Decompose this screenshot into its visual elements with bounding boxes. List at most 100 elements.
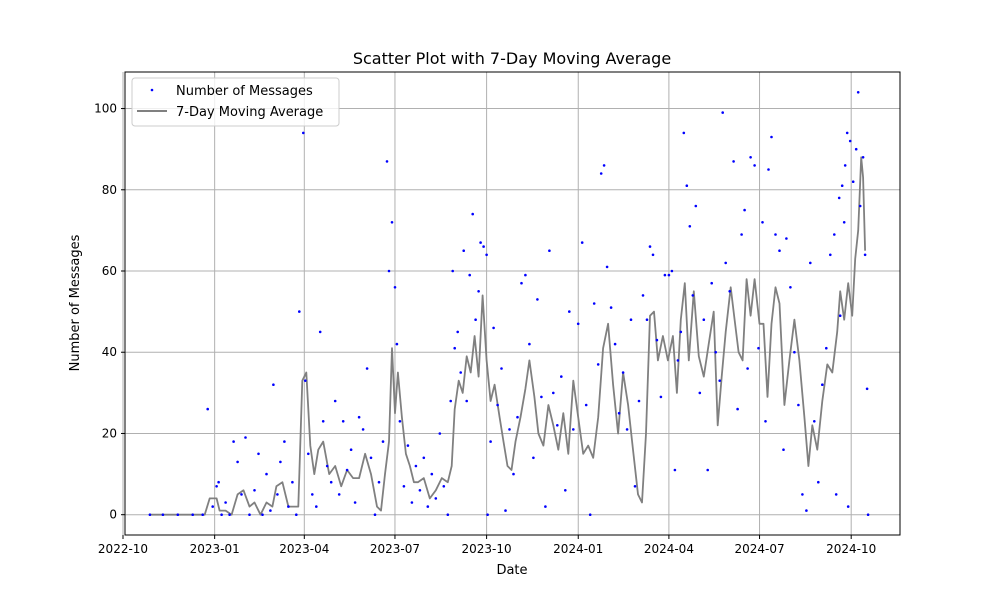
data-point	[426, 505, 430, 508]
data-point	[641, 294, 645, 297]
data-point	[217, 480, 220, 484]
data-point	[789, 286, 792, 289]
data-point	[387, 269, 391, 273]
data-point	[248, 513, 251, 516]
data-point	[276, 493, 279, 496]
data-point	[201, 513, 204, 516]
data-point	[381, 440, 385, 443]
data-point	[496, 403, 499, 407]
data-point	[345, 468, 349, 472]
data-point	[663, 273, 667, 277]
data-point	[736, 407, 739, 411]
data-point	[406, 444, 410, 447]
data-point	[833, 233, 836, 236]
data-point	[648, 245, 652, 248]
data-point	[621, 371, 625, 374]
data-point	[482, 245, 485, 248]
data-point	[605, 265, 609, 269]
data-point	[645, 318, 649, 322]
data-point	[743, 208, 746, 212]
data-point	[866, 513, 870, 516]
data-point	[228, 513, 231, 516]
moving-average-line	[149, 156, 866, 516]
data-point	[240, 493, 243, 496]
data-point	[588, 513, 592, 516]
data-point	[568, 310, 571, 313]
data-point	[446, 513, 450, 516]
data-point	[599, 172, 603, 175]
data-point	[679, 330, 683, 334]
x-tick-label: 2023-01	[190, 542, 240, 556]
data-point	[512, 472, 515, 476]
data-point	[592, 302, 596, 305]
data-point	[774, 233, 777, 236]
data-point	[821, 383, 824, 387]
data-point	[353, 501, 357, 504]
data-point	[724, 261, 727, 265]
data-point	[721, 111, 724, 114]
data-point	[609, 306, 613, 309]
x-tick-label: 2023-07	[370, 542, 420, 556]
data-point	[596, 363, 600, 366]
data-point	[508, 428, 511, 431]
y-axis: 0 20 40 60 80 100	[94, 102, 125, 522]
data-point	[257, 452, 260, 456]
data-point	[528, 342, 531, 346]
data-point	[449, 399, 453, 403]
data-point	[471, 212, 475, 216]
data-point	[438, 432, 442, 435]
data-point	[492, 326, 495, 330]
data-point	[422, 456, 426, 460]
x-tick-label: 2022-10	[98, 542, 148, 556]
data-point	[500, 367, 503, 370]
data-point	[410, 501, 414, 504]
data-point	[532, 456, 535, 460]
data-point	[572, 428, 575, 431]
legend-marker-messages	[150, 88, 154, 92]
data-point	[333, 399, 337, 403]
data-point	[211, 505, 214, 508]
data-point	[764, 420, 767, 423]
data-point	[341, 420, 345, 423]
x-tick-label: 2023-04	[279, 542, 329, 556]
data-point	[453, 346, 457, 350]
data-point	[613, 342, 617, 346]
data-point	[817, 480, 820, 484]
scatter-series	[148, 91, 870, 516]
data-point	[520, 281, 523, 285]
data-point	[706, 468, 709, 472]
data-point	[778, 249, 781, 252]
data-point	[224, 501, 227, 504]
data-point	[845, 131, 849, 135]
data-point	[465, 399, 469, 403]
data-point	[298, 310, 301, 313]
data-point	[474, 318, 477, 322]
data-point	[459, 371, 463, 374]
data-point	[486, 513, 489, 516]
data-point	[148, 513, 152, 516]
plot-frame	[124, 71, 901, 536]
data-point	[813, 420, 816, 423]
data-point	[349, 448, 353, 452]
data-point	[442, 485, 446, 488]
data-point	[851, 180, 855, 183]
legend: Number of Messages 7-Day Moving Average	[131, 77, 340, 127]
data-point	[782, 448, 785, 452]
data-point	[740, 233, 743, 236]
x-tick-label: 2024-10	[826, 542, 876, 556]
y-tick-label: 0	[109, 508, 117, 522]
data-point	[602, 164, 606, 167]
x-axis: 2022-10 2023-01 2023-04 2023-07 2023-10 2024-…	[98, 535, 876, 556]
data-point	[291, 480, 294, 484]
data-point	[236, 460, 239, 464]
data-point	[215, 485, 218, 488]
data-point	[414, 464, 418, 468]
data-point	[489, 440, 492, 443]
legend-label-messages: Number of Messages	[176, 84, 313, 99]
data-point	[504, 509, 507, 512]
data-point	[629, 318, 633, 322]
y-tick-label: 80	[102, 183, 117, 197]
data-point	[451, 269, 455, 273]
data-point	[670, 269, 674, 273]
x-tick-label: 2023-10	[462, 542, 512, 556]
